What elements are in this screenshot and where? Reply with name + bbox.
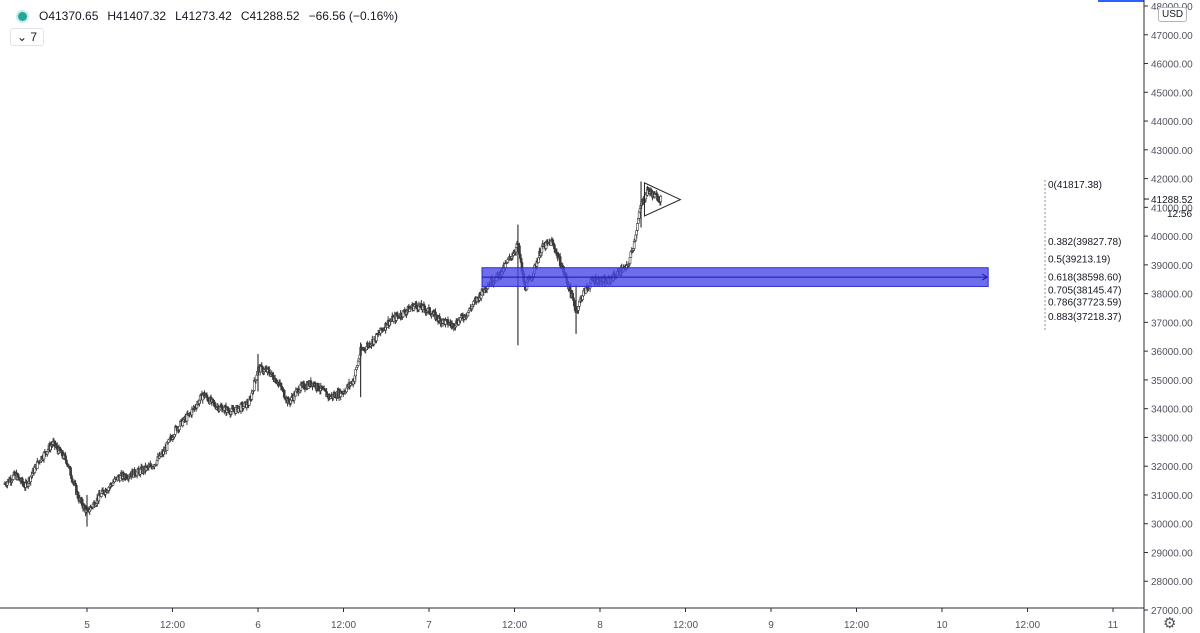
y-tick-label: 32000.00 xyxy=(1151,462,1193,473)
candle-body xyxy=(317,382,320,391)
fib-level-label: 0.5(39213.19) xyxy=(1048,255,1110,266)
x-tick-label: 12:00 xyxy=(502,620,527,631)
x-tick-label: 11 xyxy=(1108,620,1119,631)
y-tick-label: 37000.00 xyxy=(1151,318,1193,329)
symbol-status-dot xyxy=(18,11,27,21)
y-tick-label: 45000.00 xyxy=(1151,88,1193,99)
candle-body xyxy=(636,223,639,231)
x-tick-label: 6 xyxy=(255,620,261,631)
y-tick-label: 29000.00 xyxy=(1151,548,1193,559)
y-tick-label: 47000.00 xyxy=(1151,31,1193,42)
interval-toggle-button[interactable]: ⌄ 7 xyxy=(10,28,45,46)
y-tick-label: 35000.00 xyxy=(1151,376,1193,387)
y-tick-label: 46000.00 xyxy=(1151,60,1193,71)
interval-value: 7 xyxy=(30,30,38,44)
currency-label[interactable]: USD xyxy=(1158,7,1188,22)
y-tick-label: 28000.00 xyxy=(1151,577,1193,588)
x-tick-label: 12:00 xyxy=(673,620,698,631)
fib-level-label: 0(41817.38) xyxy=(1048,180,1102,191)
ohlc-high: H41407.32 xyxy=(107,9,167,23)
countdown-label: 12:56 xyxy=(1167,209,1192,220)
y-tick-label: 40000.00 xyxy=(1151,232,1193,243)
fib-level-label: 0.382(39827.78) xyxy=(1048,237,1121,248)
zone-arrow-head xyxy=(981,273,989,281)
x-tick-label: 12:00 xyxy=(844,620,869,631)
x-tick-label: 7 xyxy=(426,620,432,631)
y-tick-label: 38000.00 xyxy=(1151,290,1193,301)
x-tick-label: 12:00 xyxy=(331,620,356,631)
candle-body xyxy=(628,257,632,264)
ohlc-legend: O41370.65 H41407.32 L41273.42 C41288.52 … xyxy=(18,9,398,23)
y-tick-label: 42000.00 xyxy=(1151,175,1193,186)
y-tick-label: 44000.00 xyxy=(1151,117,1193,128)
chevron-down-icon: ⌄ xyxy=(17,30,28,44)
active-tool-indicator xyxy=(1098,0,1144,2)
ohlc-open: O41370.65 xyxy=(39,9,99,23)
y-tick-label: 36000.00 xyxy=(1151,347,1193,358)
x-tick-label: 12:00 xyxy=(1015,620,1040,631)
fib-level-label: 0.883(37218.37) xyxy=(1048,312,1121,323)
fib-level-label: 0.618(38598.60) xyxy=(1048,272,1121,283)
candle-body xyxy=(415,302,418,307)
y-tick-label: 41000.00 xyxy=(1151,203,1193,214)
ohlc-change: −66.56 (−0.16%) xyxy=(308,9,398,23)
fib-level-label: 0.705(38145.47) xyxy=(1048,285,1121,296)
x-tick-label: 9 xyxy=(768,620,774,631)
last-price-label: 41288.52 xyxy=(1151,195,1193,206)
fib-level-label: 0.786(37723.59) xyxy=(1048,298,1121,309)
ohlc-close: C41288.52 xyxy=(240,9,300,23)
triangle-pattern xyxy=(643,182,682,217)
y-tick-label: 33000.00 xyxy=(1151,433,1193,444)
y-tick-label: 34000.00 xyxy=(1151,405,1193,416)
gear-icon[interactable]: ⚙ xyxy=(1163,615,1177,632)
x-tick-label: 12:00 xyxy=(160,620,185,631)
y-tick-label: 31000.00 xyxy=(1151,491,1193,502)
y-tick-label: 30000.00 xyxy=(1151,520,1193,531)
y-tick-label: 27000.00 xyxy=(1151,606,1193,617)
candle-body xyxy=(659,195,663,202)
y-tick-label: 39000.00 xyxy=(1151,261,1193,272)
ohlc-low: L41273.42 xyxy=(175,9,232,23)
x-tick-label: 10 xyxy=(936,620,948,631)
x-tick-label: 8 xyxy=(597,620,603,631)
y-tick-label: 43000.00 xyxy=(1151,146,1193,157)
x-tick-label: 5 xyxy=(84,620,90,631)
